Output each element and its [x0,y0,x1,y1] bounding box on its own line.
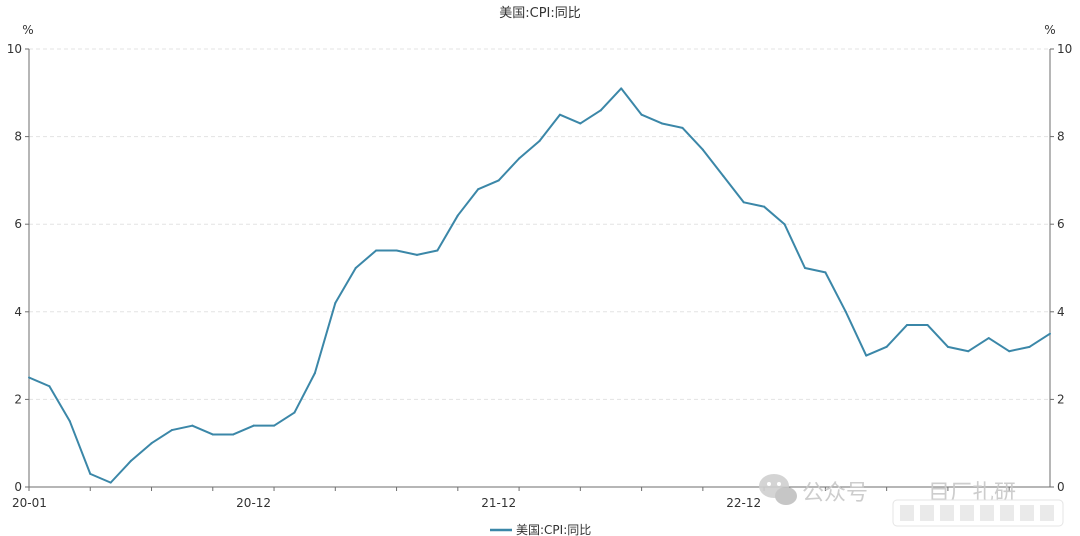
y-axis-left: 0 2 4 6 8 10 [7,42,29,494]
data-point [334,302,337,305]
data-point [211,433,214,436]
data-point [803,267,806,269]
y-tick-label: 6 [14,217,22,231]
y-tick-label: 2 [14,392,22,406]
watermark-block [1040,505,1054,521]
data-point [252,424,255,427]
data-point [150,442,153,445]
data-point [824,271,827,274]
data-point [640,113,643,116]
data-point [518,157,521,160]
data-point [130,459,133,462]
data-point [661,122,664,125]
data-point [926,323,929,326]
data-point [865,354,868,357]
series-line [28,87,1051,484]
data-point [273,424,276,427]
data-point [701,148,704,151]
data-point [232,433,235,436]
watermark-block [980,505,994,521]
y-tick-label: 10 [7,42,22,56]
x-tick-label: 20-01 [12,496,47,510]
data-point [579,122,582,125]
x-tick-label: 20-12 [236,496,271,510]
data-point [722,175,725,178]
series-group [28,87,1051,484]
watermark-left-text: 公众号 [802,481,868,506]
axes [28,49,1051,488]
data-point [48,385,51,388]
y-tick-label: 2 [1057,392,1065,406]
data-point [313,372,316,375]
x-tick-label: 22-12 [726,496,761,510]
data-point [763,205,766,208]
data-point [375,249,378,252]
y-tick-label: 0 [14,480,22,494]
y-tick-label: 10 [1057,42,1072,56]
search-icon [892,499,1064,527]
x-tick-label: 21-12 [481,496,516,510]
legend-label: 美国:CPI:同比 [516,523,591,536]
data-point [967,350,970,353]
data-point [293,411,296,414]
left-axis-unit: % [22,23,33,37]
y-tick-label: 0 [1057,480,1065,494]
watermark: 公众号 目厂扎研 [759,474,1064,527]
wechat-icon [759,474,797,505]
data-point [844,310,847,313]
grid-lines [29,48,1050,400]
data-point [109,481,112,484]
data-point [681,126,684,129]
watermark-block [1020,505,1034,521]
watermark-block [900,505,914,521]
data-point [783,223,786,226]
y-tick-label: 8 [1057,130,1065,144]
x-axis: 20-01 20-12 21-12 22-12 [12,487,1010,510]
data-point [1028,345,1031,348]
y-tick-label: 4 [1057,305,1065,319]
y-tick-label: 6 [1057,217,1065,231]
data-point [742,201,745,204]
watermark-block [1000,505,1014,521]
y-tick-label: 4 [14,305,22,319]
data-point [28,376,30,379]
data-point [354,267,357,269]
data-point [497,179,500,182]
data-point [436,249,439,252]
data-point [191,424,194,427]
data-point [987,337,990,340]
watermark-block [940,505,954,521]
data-point [885,345,888,348]
legend[interactable]: 美国:CPI:同比 [490,523,591,536]
data-point [538,139,541,142]
data-point [456,214,459,217]
data-point [906,323,909,326]
y-axis-right: 0 2 4 6 8 10 [1050,42,1072,494]
data-point [89,472,92,475]
data-point [558,113,561,116]
chart-title: 美国:CPI:同比 [499,6,581,21]
data-point [68,420,71,423]
y-tick-label: 8 [14,130,22,144]
right-axis-unit: % [1044,23,1055,37]
data-point [620,87,623,90]
data-point [946,345,949,348]
data-point [395,249,398,252]
data-point [599,109,602,112]
data-point [477,188,480,191]
data-point [170,429,173,432]
data-point [1049,332,1051,335]
watermark-block [920,505,934,521]
data-point [1008,350,1011,353]
watermark-block [960,505,974,521]
data-point [415,253,418,256]
